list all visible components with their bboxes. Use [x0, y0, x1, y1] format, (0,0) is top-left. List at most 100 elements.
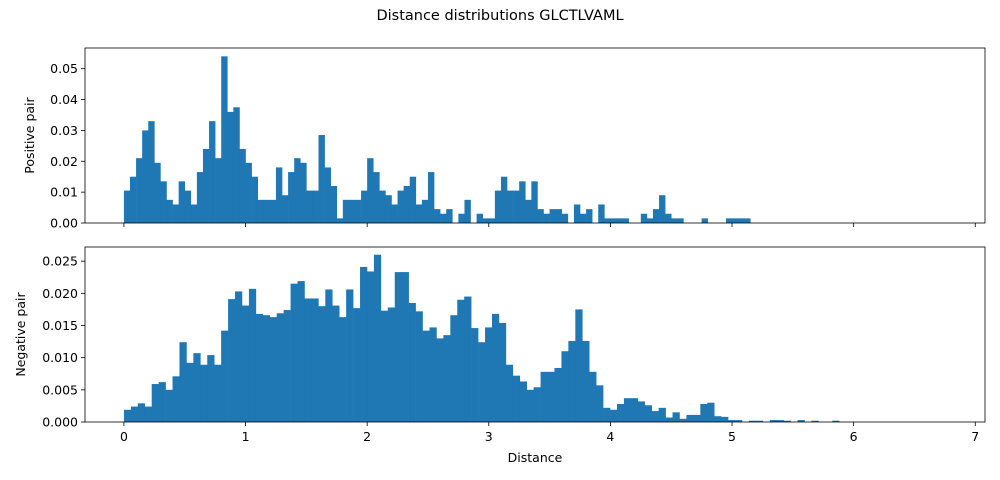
x-tick-label: 7 [971, 429, 979, 444]
histogram-bar [598, 204, 605, 223]
histogram-bar [505, 364, 514, 422]
histogram-bar [241, 305, 250, 422]
histogram-bar [580, 213, 587, 223]
histogram-bar [263, 199, 271, 223]
histogram-bar [443, 335, 451, 422]
histogram-bar [616, 403, 625, 422]
histogram-bar [360, 266, 368, 422]
histogram-bar [179, 342, 187, 422]
histogram-bar [429, 327, 437, 422]
histogram-bar [239, 148, 246, 223]
histogram-bar [537, 209, 544, 223]
histogram-bar [275, 167, 283, 223]
histogram-bar [500, 176, 508, 223]
histogram-bar [464, 199, 471, 223]
histogram-bar [686, 414, 694, 422]
histogram-bar [549, 209, 556, 223]
histogram-bar [640, 213, 648, 223]
y-tick-label: 0.03 [50, 123, 78, 138]
histogram-bar [123, 190, 131, 223]
histogram-bar [646, 218, 654, 223]
histogram-bar [130, 406, 139, 422]
histogram-bar [677, 218, 684, 223]
histogram-bar [721, 416, 729, 422]
histogram-bar [366, 271, 375, 422]
histogram-bar [193, 353, 201, 422]
histogram-bar [555, 209, 563, 223]
histogram-bar [342, 199, 350, 223]
y-axis-label: Positive pair [22, 96, 37, 173]
y-tick-label: 0.005 [42, 382, 78, 397]
histogram-bar [348, 199, 356, 223]
histogram-bar [482, 218, 490, 223]
histogram-bar [251, 176, 258, 223]
histogram-bar [200, 364, 208, 422]
histogram-bar [283, 310, 291, 422]
histogram-bar [294, 158, 301, 223]
histogram-bar [735, 420, 743, 422]
histogram-bar [409, 176, 417, 223]
histogram-bar [415, 311, 423, 422]
x-tick-label: 5 [728, 429, 736, 444]
histogram-bar [282, 195, 289, 223]
histogram-bar [485, 327, 493, 422]
histogram-bar [610, 218, 617, 223]
histogram-bar [436, 338, 444, 422]
histogram-bar [269, 317, 277, 422]
histogram-bar [332, 305, 340, 422]
histogram-bar [658, 407, 666, 422]
histogram-bar [832, 420, 840, 422]
histogram-bar [700, 403, 708, 422]
histogram-bar [568, 340, 576, 422]
histogram-bar [380, 310, 389, 422]
y-tick-label: 0.025 [42, 254, 78, 269]
histogram-bar [554, 367, 562, 422]
histogram-bar [255, 313, 264, 422]
y-tick-label: 0.010 [42, 350, 78, 365]
histogram-bar [385, 195, 392, 223]
histogram-bar [604, 218, 611, 223]
panel-top: 0.00 0.01 0.02 0.03 0.04 0.05 Positive pair [22, 47, 986, 231]
histogram-bar [748, 420, 757, 422]
y-tick-label: 0.04 [50, 92, 78, 107]
histogram-bar [507, 190, 514, 223]
y-tick-label: 0.01 [50, 185, 78, 200]
histogram-bar [207, 355, 215, 422]
histogram-bar [151, 384, 159, 422]
y-tick-label: 0.015 [42, 318, 78, 333]
histogram-bar [165, 389, 173, 422]
histogram-bar [339, 317, 347, 422]
histogram-bar [290, 283, 298, 422]
histogram-bar [353, 308, 361, 422]
histogram-bar [434, 209, 441, 223]
histogram-bar [214, 364, 222, 422]
histogram-bar [519, 181, 526, 223]
histogram-bar [123, 409, 132, 422]
histogram-bar [304, 298, 312, 422]
histogram-bar [450, 315, 458, 422]
histogram-bar [732, 218, 739, 223]
histogram-bar [543, 213, 550, 223]
histogram-bar [427, 172, 435, 223]
histogram-bar [196, 172, 204, 223]
histogram-bar [755, 420, 764, 422]
histogram-bar [262, 315, 271, 422]
histogram-bar [665, 417, 673, 422]
histogram-bar [245, 162, 252, 223]
x-tick-label: 2 [363, 429, 371, 444]
y-tick-label: 0.02 [50, 154, 78, 169]
histogram-bar [172, 376, 180, 422]
histogram-bar [457, 299, 465, 422]
histogram-bar [221, 330, 229, 422]
histogram-bar [330, 185, 338, 223]
histogram-bar [276, 313, 284, 422]
histogram-bar [589, 371, 597, 422]
histogram-bar [136, 158, 143, 223]
histogram-bar [186, 362, 194, 422]
histogram-bar [540, 371, 548, 422]
histogram-bar [526, 389, 534, 422]
histogram-bar [533, 387, 541, 422]
x-tick-label: 0 [120, 429, 128, 444]
